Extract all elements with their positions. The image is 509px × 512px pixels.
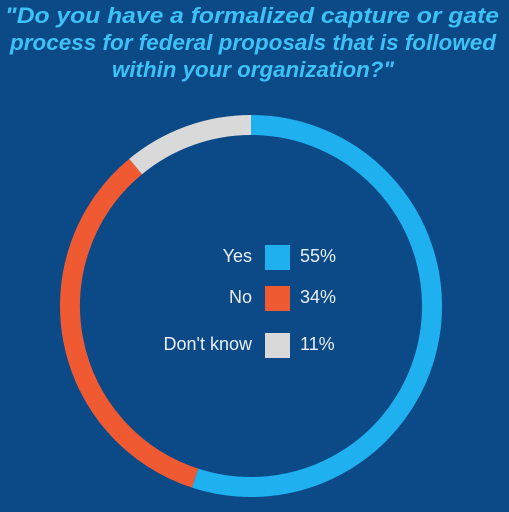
value-label: 55% [300, 246, 336, 266]
legend-swatch [265, 333, 290, 358]
legend-label: No [229, 287, 252, 307]
chart-title: "Do you have a formalized capture or gat… [5, 3, 499, 28]
chart-title: process for federal proposals that is fo… [9, 30, 497, 55]
legend-swatch [265, 245, 290, 270]
legend-swatch [265, 286, 290, 311]
chart-title: within your organization?" [112, 57, 395, 82]
donut-segment [129, 115, 252, 175]
donut-segment [191, 115, 442, 497]
donut-segment [60, 158, 199, 488]
legend-label: Yes [223, 246, 252, 266]
value-label: 11% [300, 334, 335, 354]
legend-label: Don't know [164, 334, 253, 354]
value-label: 34% [300, 287, 336, 307]
